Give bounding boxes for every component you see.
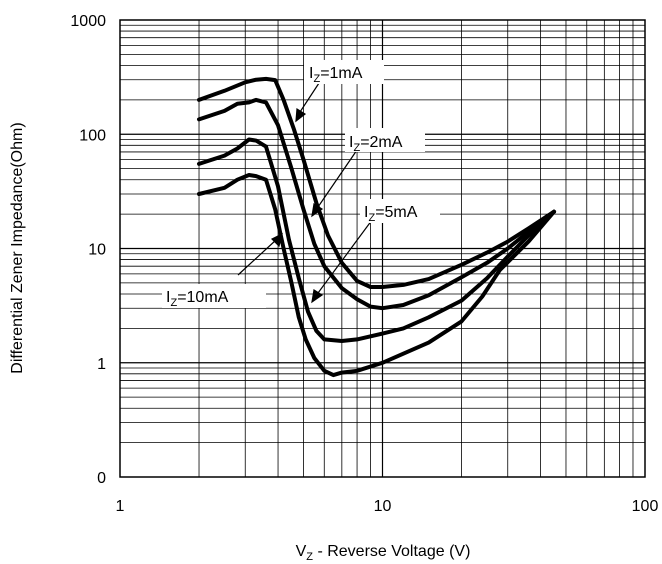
series-label-5ma-rest: =5mA	[375, 204, 418, 221]
x-tick-label: 100	[632, 498, 659, 515]
arrow-5ma	[317, 219, 373, 294]
series-label-2ma-main: I	[349, 134, 353, 151]
label-bg-5ma	[360, 199, 440, 223]
y-tick-label: 0	[97, 470, 106, 487]
series-label-1ma-main: I	[309, 65, 313, 82]
arrow-1ma	[299, 79, 322, 113]
label-bg-1ma	[304, 60, 384, 84]
series-line-iz5ma	[197, 137, 556, 343]
y-tick-label: 100	[79, 127, 106, 144]
series-label-5ma: IZ=5mA	[364, 204, 418, 224]
label-bg-10ma	[162, 284, 266, 308]
x-axis-label-main: V	[296, 543, 307, 560]
plot-frame	[119, 19, 646, 478]
y-tick-label: 1000	[70, 13, 106, 30]
x-axis-label-rest: - Reverse Voltage (V)	[313, 543, 470, 560]
grid	[120, 20, 645, 477]
series-label-2ma-rest: =2mA	[360, 134, 403, 151]
x-tick-label: 1	[116, 498, 125, 515]
y-tick-label: 1	[97, 356, 106, 373]
series-label-1ma-rest: =1mA	[320, 65, 363, 82]
arrow-2ma	[317, 149, 358, 208]
y-axis-label: Differential Zener Impedance(Ohm)	[9, 122, 26, 373]
y-tick-label: 10	[88, 242, 106, 259]
series-label-10ma-rest: =10mA	[177, 289, 228, 306]
series-label-2ma: IZ=2mA	[349, 134, 403, 154]
series-line-iz10ma	[197, 173, 556, 378]
series-label-10ma: IZ=10mA	[166, 289, 229, 309]
series-layer	[197, 76, 556, 378]
arrowhead-5ma	[311, 289, 324, 304]
series-label-1ma: IZ=1mA	[309, 65, 363, 85]
series-line-iz2ma	[197, 97, 556, 311]
series-label-10ma-sub: Z	[170, 297, 177, 309]
x-axis-label: VZ - Reverse Voltage (V)	[296, 543, 471, 563]
annotation-arrows	[237, 79, 373, 304]
series-label-10ma-main: I	[166, 289, 170, 306]
x-tick-label: 10	[374, 498, 392, 515]
series-label-5ma-main: I	[364, 204, 368, 221]
x-axis-label-sub: Z	[306, 551, 313, 563]
arrowhead-2ma	[311, 203, 324, 218]
label-bg-2ma	[345, 128, 425, 152]
arrow-10ma	[237, 239, 277, 276]
series-line-iz1ma	[197, 76, 556, 289]
series-label-5ma-sub: Z	[368, 212, 375, 224]
arrowhead-10ma	[270, 232, 283, 248]
arrowhead-1ma	[295, 107, 307, 123]
series-label-2ma-sub: Z	[353, 142, 360, 154]
series-label-1ma-sub: Z	[313, 73, 320, 85]
